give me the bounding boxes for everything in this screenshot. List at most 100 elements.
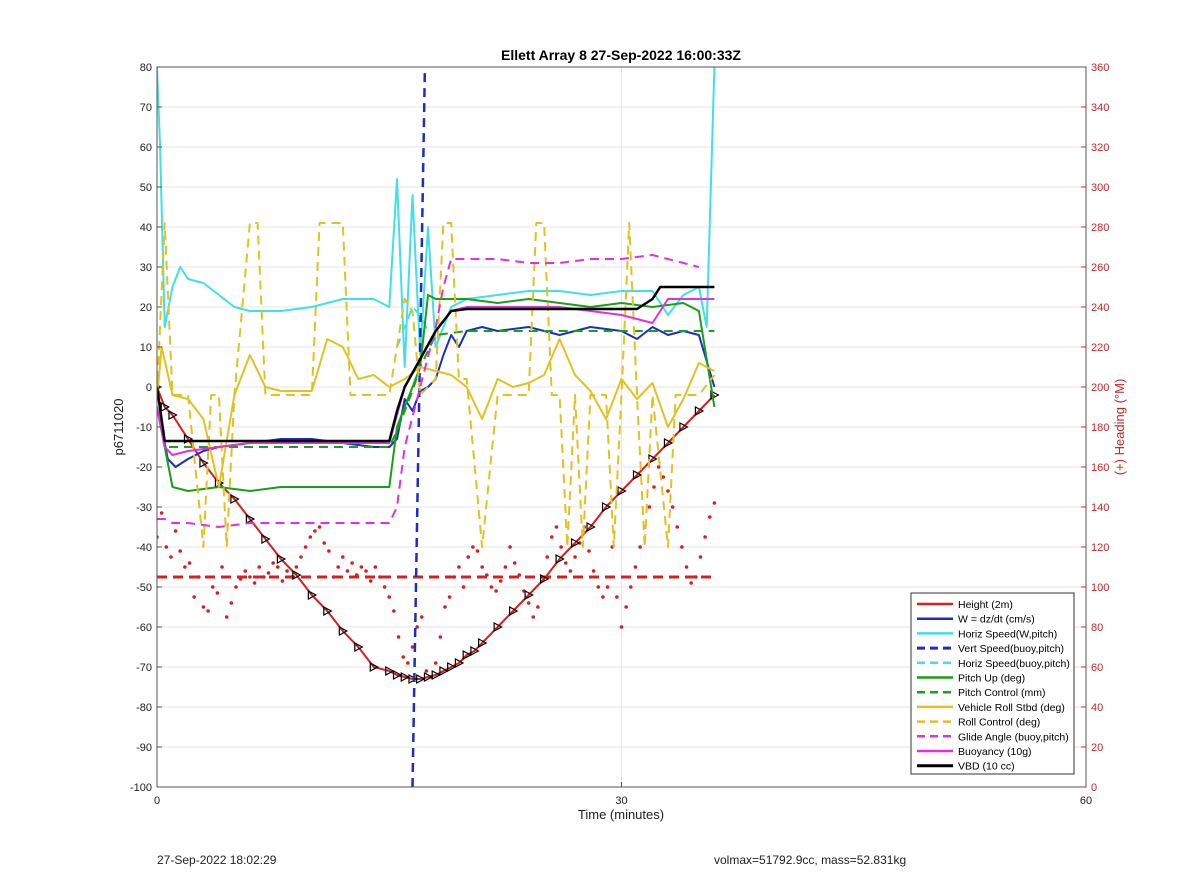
legend-label: Horiz Speed(W,pitch): [958, 628, 1057, 640]
height-marker: [292, 570, 302, 580]
heading-point: [498, 579, 503, 583]
x-axis-label: Time (minutes): [578, 807, 664, 822]
heading-point: [313, 529, 317, 533]
heading-point: [173, 529, 178, 533]
heading-point: [652, 485, 656, 489]
height-marker: [439, 666, 449, 676]
series-line: [411, 67, 427, 787]
height-marker: [199, 458, 209, 468]
heading-point: [550, 535, 554, 539]
y-tick-label: 30: [140, 262, 152, 274]
heading-point: [689, 581, 693, 585]
chart-title: Ellett Array 8 27-Sep-2022 16:00:33Z: [501, 47, 741, 63]
heading-point: [471, 545, 475, 549]
heading-point: [587, 549, 591, 553]
heading-point: [350, 561, 354, 565]
y2-tick-label: 260: [1091, 262, 1109, 274]
heading-point: [615, 595, 619, 599]
heading-point: [159, 511, 164, 515]
series-9: [157, 254, 700, 528]
heading-point: [466, 555, 471, 559]
height-marker: [539, 574, 550, 584]
y2-tick-label: 40: [1091, 702, 1103, 714]
heading-point: [266, 571, 271, 575]
heading-point: [317, 525, 322, 529]
heading-point: [661, 475, 666, 479]
heading-point: [285, 569, 289, 573]
heading-series: [157, 465, 717, 679]
height-marker: [632, 470, 643, 480]
heading-point: [197, 575, 201, 579]
y2-tick-label: 320: [1091, 142, 1109, 154]
height-marker: [555, 554, 565, 564]
heading-point: [619, 625, 624, 629]
y-tick-label: 10: [140, 342, 152, 354]
legend: Height (2m) W = dz/dt (cm/s) Horiz Speed(W…: [910, 592, 1075, 775]
y-tick-label: -70: [136, 662, 152, 674]
x-tick-label: 60: [1080, 795, 1092, 807]
height-marker: [586, 522, 596, 532]
y-tick-label: -50: [136, 582, 152, 594]
height-marker: [392, 670, 403, 680]
heading-point: [707, 515, 712, 519]
heading-point: [531, 615, 536, 619]
series-line: [157, 330, 715, 448]
footer-timestamp: 27-Sep-2022 18:02:29: [157, 853, 277, 867]
heading-point: [299, 555, 303, 559]
heading-point: [262, 575, 266, 579]
height-marker: [431, 670, 441, 680]
heading-point: [406, 661, 410, 665]
legend-label: Buoyancy (10g): [958, 746, 1032, 758]
height-marker: [570, 538, 581, 548]
y-axis-label: p6711020: [111, 399, 126, 456]
y2-tick-label: 280: [1091, 222, 1109, 234]
legend-label: Pitch Up (deg): [958, 673, 1025, 685]
heading-point: [382, 585, 387, 589]
heading-point: [243, 569, 248, 573]
height-marker: [354, 642, 364, 652]
heading-point: [392, 609, 396, 613]
series-11: [157, 285, 715, 443]
heading-point: [341, 555, 345, 559]
heading-point: [670, 505, 675, 509]
height-marker: [369, 662, 380, 672]
heading-point: [364, 569, 368, 573]
heading-point: [461, 585, 466, 589]
heading-point: [201, 605, 206, 609]
heading-point: [308, 535, 313, 539]
heading-point: [447, 595, 452, 599]
legend-label: Vehicle Roll Stbd (deg): [958, 702, 1065, 714]
heading-point: [331, 575, 336, 579]
heading-point: [234, 585, 238, 589]
series-line: [157, 294, 716, 492]
heading-point: [220, 565, 224, 569]
heading-point: [526, 601, 531, 605]
y2-tick-label: 140: [1091, 502, 1109, 514]
series-8: [157, 222, 716, 548]
heading-point: [336, 565, 340, 569]
height-marker: [663, 438, 674, 448]
height-marker: [710, 390, 720, 400]
legend-label: Roll Control (deg): [958, 717, 1040, 729]
heading-point: [591, 569, 596, 573]
heading-point: [647, 505, 652, 509]
height-marker: [524, 590, 534, 600]
legend-label: W = dz/dt (cm/s): [958, 614, 1035, 626]
y2-tick-label: 340: [1091, 102, 1109, 114]
heading-point: [419, 615, 424, 619]
heading-point: [698, 555, 703, 559]
heading-point: [536, 605, 540, 609]
height-marker: [276, 554, 287, 564]
heading-point: [517, 573, 522, 577]
heading-point: [373, 565, 378, 569]
y2-tick-label: 60: [1091, 662, 1103, 674]
heading-point: [568, 569, 573, 573]
y2-tick-label: 360: [1091, 62, 1109, 74]
series-2: [157, 67, 716, 368]
heading-point: [484, 573, 489, 577]
heading-point: [354, 573, 359, 577]
heading-point: [359, 565, 364, 569]
series-line: [157, 254, 700, 528]
x-tick-label: 30: [615, 795, 627, 807]
legend-label: Glide Angle (buoy,pitch): [958, 731, 1069, 743]
